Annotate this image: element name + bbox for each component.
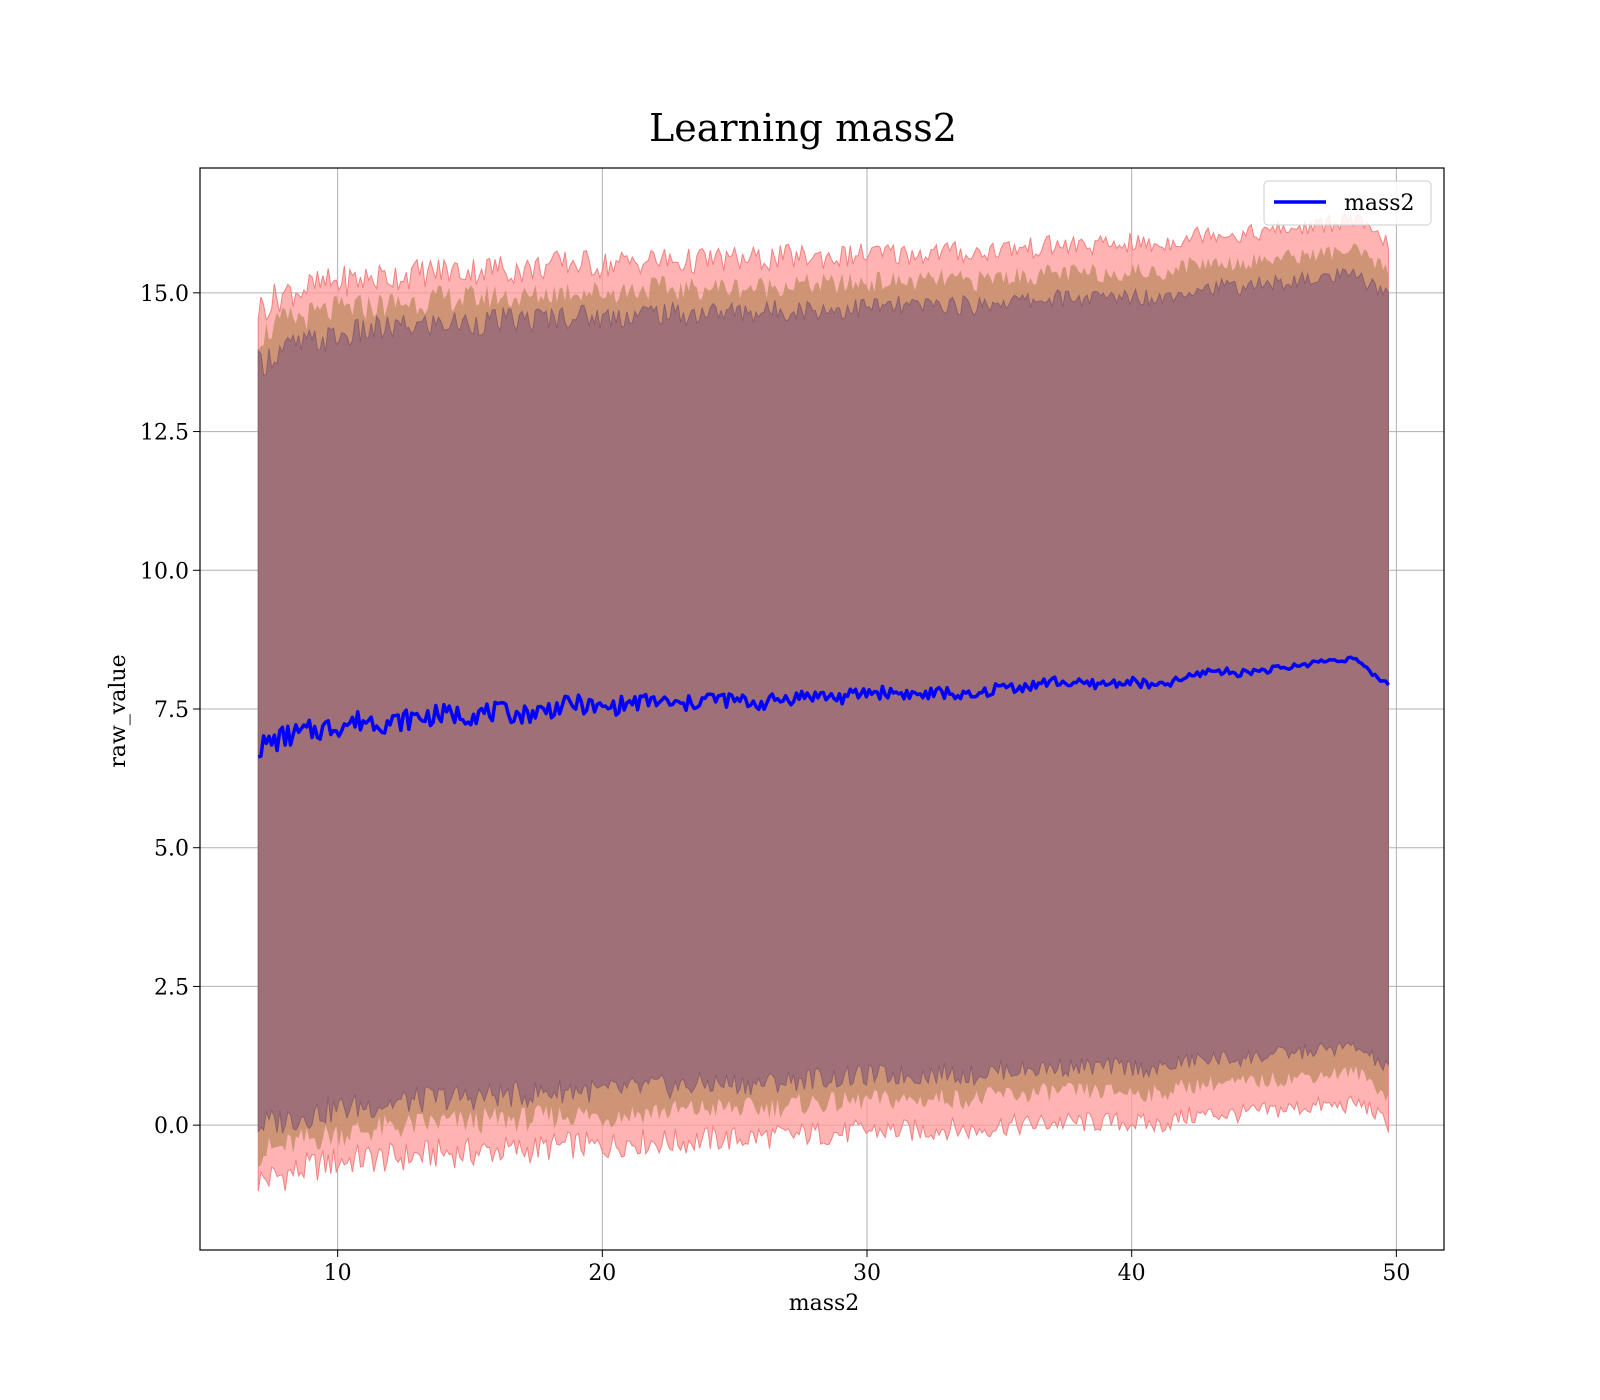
legend-label-mass2: mass2 [1344, 191, 1415, 216]
x-tick-label: 30 [853, 1261, 881, 1286]
y-tick-label: 2.5 [154, 975, 189, 1000]
x-tick-label: 40 [1118, 1261, 1146, 1286]
series-line-mass2 [257, 655, 1390, 759]
legend-box [1263, 180, 1432, 226]
chart-title: Learning mass2 [649, 106, 957, 150]
y-tick-label: 5.0 [154, 837, 189, 862]
band-inner [257, 267, 1389, 1134]
y-axis-label: raw_value [106, 654, 131, 767]
y-tick-label: 10.0 [140, 559, 189, 584]
plot-area: 10 20 30 40 50 0.0 2.5 5.0 7.5 10.0 12.5 15.0 mass2 [140, 167, 1445, 1286]
x-tick-label: 20 [588, 1261, 616, 1286]
y-tick-label: 7.5 [154, 698, 189, 723]
x-axis-label: mass2 [789, 1291, 860, 1316]
y-tick-label: 15.0 [140, 282, 189, 307]
y-tick-label: 0.0 [154, 1114, 189, 1139]
x-tick-label: 50 [1382, 1261, 1410, 1286]
y-tick-label: 12.5 [140, 421, 189, 446]
x-tick-label: 10 [324, 1261, 352, 1286]
legend: mass2 [1263, 180, 1432, 226]
